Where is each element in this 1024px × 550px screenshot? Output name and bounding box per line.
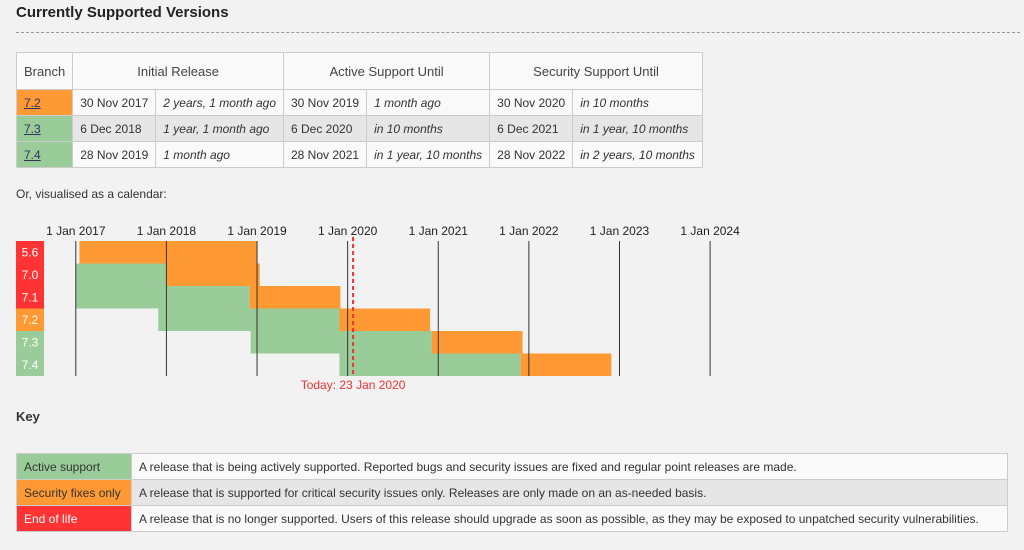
active-bar (158, 308, 340, 331)
key-table: Active support A release that is being ac… (16, 453, 1008, 532)
branch-label-bg (16, 241, 44, 264)
active-bar (75, 263, 167, 286)
versions-table: Branch Initial Release Active Support Unti… (15, 52, 703, 168)
date-cell: 6 Dec 2021 (489, 115, 574, 142)
column-header: Initial Release (72, 52, 284, 90)
branch-link[interactable]: 7.2 (24, 95, 41, 110)
key-label: End of life (16, 505, 132, 532)
year-label: 1 Jan 2023 (590, 224, 650, 238)
branch-label-bg (16, 308, 44, 331)
branch-cell: 7.2 (15, 89, 74, 116)
key-row: End of life A release that is no longer s… (16, 505, 1008, 532)
security-bar (79, 241, 258, 264)
branch-label: 7.2 (22, 313, 39, 327)
version-row: 7.4 28 Nov 2019 1 month ago 28 Nov 2021 in 1… (15, 141, 703, 168)
security-bar (339, 308, 431, 331)
year-label: 1 Jan 2020 (318, 224, 378, 238)
year-label: 1 Jan 2019 (227, 224, 287, 238)
branch-link[interactable]: 7.4 (24, 147, 41, 162)
year-label: 1 Jan 2018 (137, 224, 197, 238)
year-label: 1 Jan 2021 (409, 224, 469, 238)
active-bar (250, 331, 432, 354)
security-bar (431, 331, 523, 354)
year-label: 1 Jan 2024 (680, 224, 740, 238)
column-header: Security Support Until (489, 52, 703, 90)
key-description: A release that is being actively support… (131, 453, 1008, 480)
calendar: 5.6 7.0 7.1 7.2 7.3 7.4 1 Jan 2017 1 Jan 2018 1 … (16, 224, 740, 392)
key-description: A release that is no longer supported. U… (131, 505, 1008, 532)
note: Or, visualised as a calendar: (16, 187, 167, 201)
date-cell: 28 Nov 2021 (282, 141, 368, 168)
date-cell: 30 Nov 2019 (282, 89, 368, 116)
branch-label-bg (16, 353, 44, 376)
version-row: 7.2 30 Nov 2017 2 years, 1 month ago 30 Nov… (15, 89, 703, 116)
key-title: Key (16, 409, 40, 424)
date-cell: 28 Nov 2019 (72, 141, 157, 168)
relative-cell: in 1 year, 10 months (572, 115, 703, 142)
branch-label: 7.1 (22, 290, 39, 304)
branch-link[interactable]: 7.3 (24, 121, 41, 136)
relative-cell: in 10 months (366, 115, 491, 142)
relative-cell: 2 years, 1 month ago (155, 89, 284, 116)
branch-label: 7.0 (22, 268, 39, 282)
active-bar (75, 286, 250, 309)
header-row: Branch Initial Release Active Support Unti… (15, 52, 703, 90)
branch-label: 5.6 (22, 245, 39, 259)
relative-cell: 1 year, 1 month ago (155, 115, 284, 142)
branch-label: 7.4 (22, 358, 39, 372)
security-bar (520, 353, 612, 376)
relative-cell: 1 month ago (155, 141, 284, 168)
key-row: Security fixes only A release that is sup… (16, 479, 1008, 506)
today-label: Today: 23 Jan 2020 (301, 378, 406, 392)
relative-cell: in 10 months (572, 89, 703, 116)
date-cell: 6 Dec 2018 (72, 115, 157, 142)
date-cell: 30 Nov 2020 (489, 89, 574, 116)
branch-label: 7.3 (22, 335, 39, 349)
column-header: Branch (15, 52, 74, 90)
key-label: Active support (16, 453, 132, 480)
date-cell: 28 Nov 2022 (489, 141, 574, 168)
relative-cell: in 2 years, 10 months (572, 141, 703, 168)
divider (16, 32, 1020, 33)
branch-label-bg (16, 286, 44, 309)
column-header: Active Support Until (282, 52, 491, 90)
year-label: 1 Jan 2017 (46, 224, 106, 238)
branch-label-bg (16, 263, 44, 286)
active-bar (339, 353, 521, 376)
key-label: Security fixes only (16, 479, 132, 506)
relative-cell: 1 month ago (366, 89, 491, 116)
key-row: Active support A release that is being ac… (16, 453, 1008, 480)
year-label: 1 Jan 2022 (499, 224, 559, 238)
key-description: A release that is supported for critical… (131, 479, 1008, 506)
date-cell: 6 Dec 2020 (282, 115, 368, 142)
title: Currently Supported Versions (16, 4, 229, 21)
branch-label-bg (16, 331, 44, 354)
branch-cell: 7.4 (15, 141, 74, 168)
security-bar (166, 263, 260, 286)
version-row: 7.3 6 Dec 2018 1 year, 1 month ago 6 Dec 20… (15, 115, 703, 142)
branch-cell: 7.3 (15, 115, 74, 142)
date-cell: 30 Nov 2017 (72, 89, 157, 116)
security-bar (249, 286, 341, 309)
relative-cell: in 1 year, 10 months (366, 141, 491, 168)
